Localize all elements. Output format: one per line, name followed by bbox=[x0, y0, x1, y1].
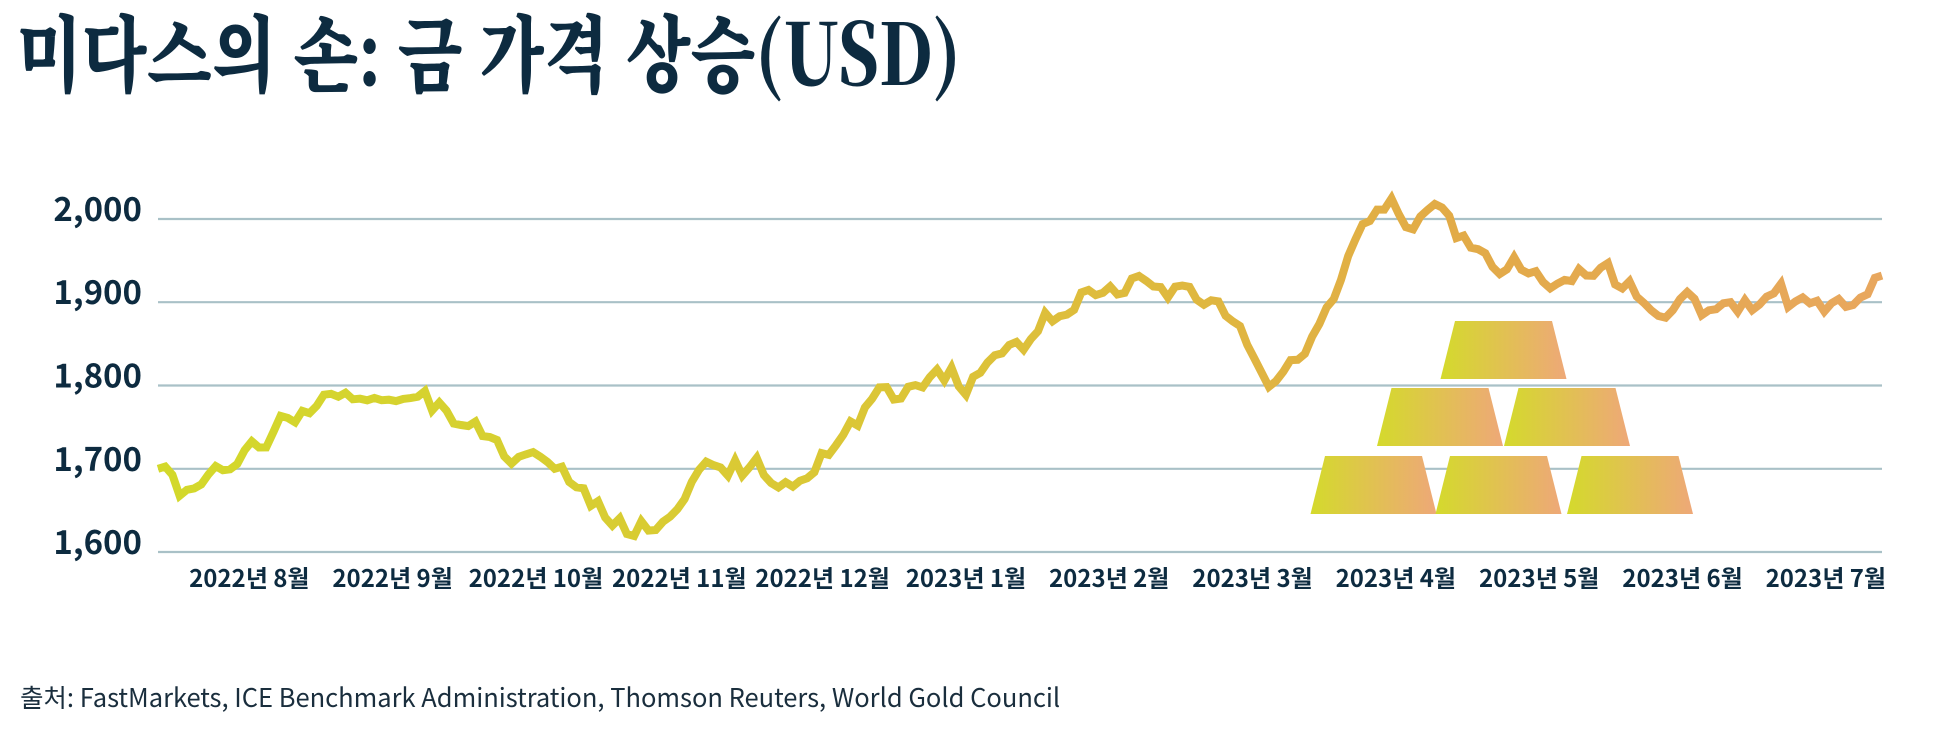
svg-text:2022년 10월: 2022년 10월 bbox=[469, 559, 604, 594]
svg-text:2023년 5월: 2023년 5월 bbox=[1479, 559, 1599, 594]
svg-text:2022년 11월: 2022년 11월 bbox=[612, 559, 747, 594]
svg-text:2022년 9월: 2022년 9월 bbox=[332, 559, 452, 594]
svg-text:2023년 6월: 2023년 6월 bbox=[1622, 559, 1742, 594]
svg-text:2,000: 2,000 bbox=[53, 183, 142, 231]
svg-text:2022년 12월: 2022년 12월 bbox=[755, 559, 890, 594]
svg-text:2023년 2월: 2023년 2월 bbox=[1049, 559, 1169, 594]
svg-text:1,600: 1,600 bbox=[53, 516, 142, 564]
svg-text:2023년 7월: 2023년 7월 bbox=[1766, 559, 1886, 594]
svg-text:1,900: 1,900 bbox=[53, 266, 142, 314]
svg-text:2022년 8월: 2022년 8월 bbox=[189, 559, 309, 594]
svg-text:1,800: 1,800 bbox=[53, 350, 142, 398]
svg-text:2023년 4월: 2023년 4월 bbox=[1336, 559, 1456, 594]
svg-text:1,700: 1,700 bbox=[53, 433, 142, 481]
svg-text:2023년 1월: 2023년 1월 bbox=[906, 559, 1026, 594]
svg-text:2023년 3월: 2023년 3월 bbox=[1192, 559, 1312, 594]
